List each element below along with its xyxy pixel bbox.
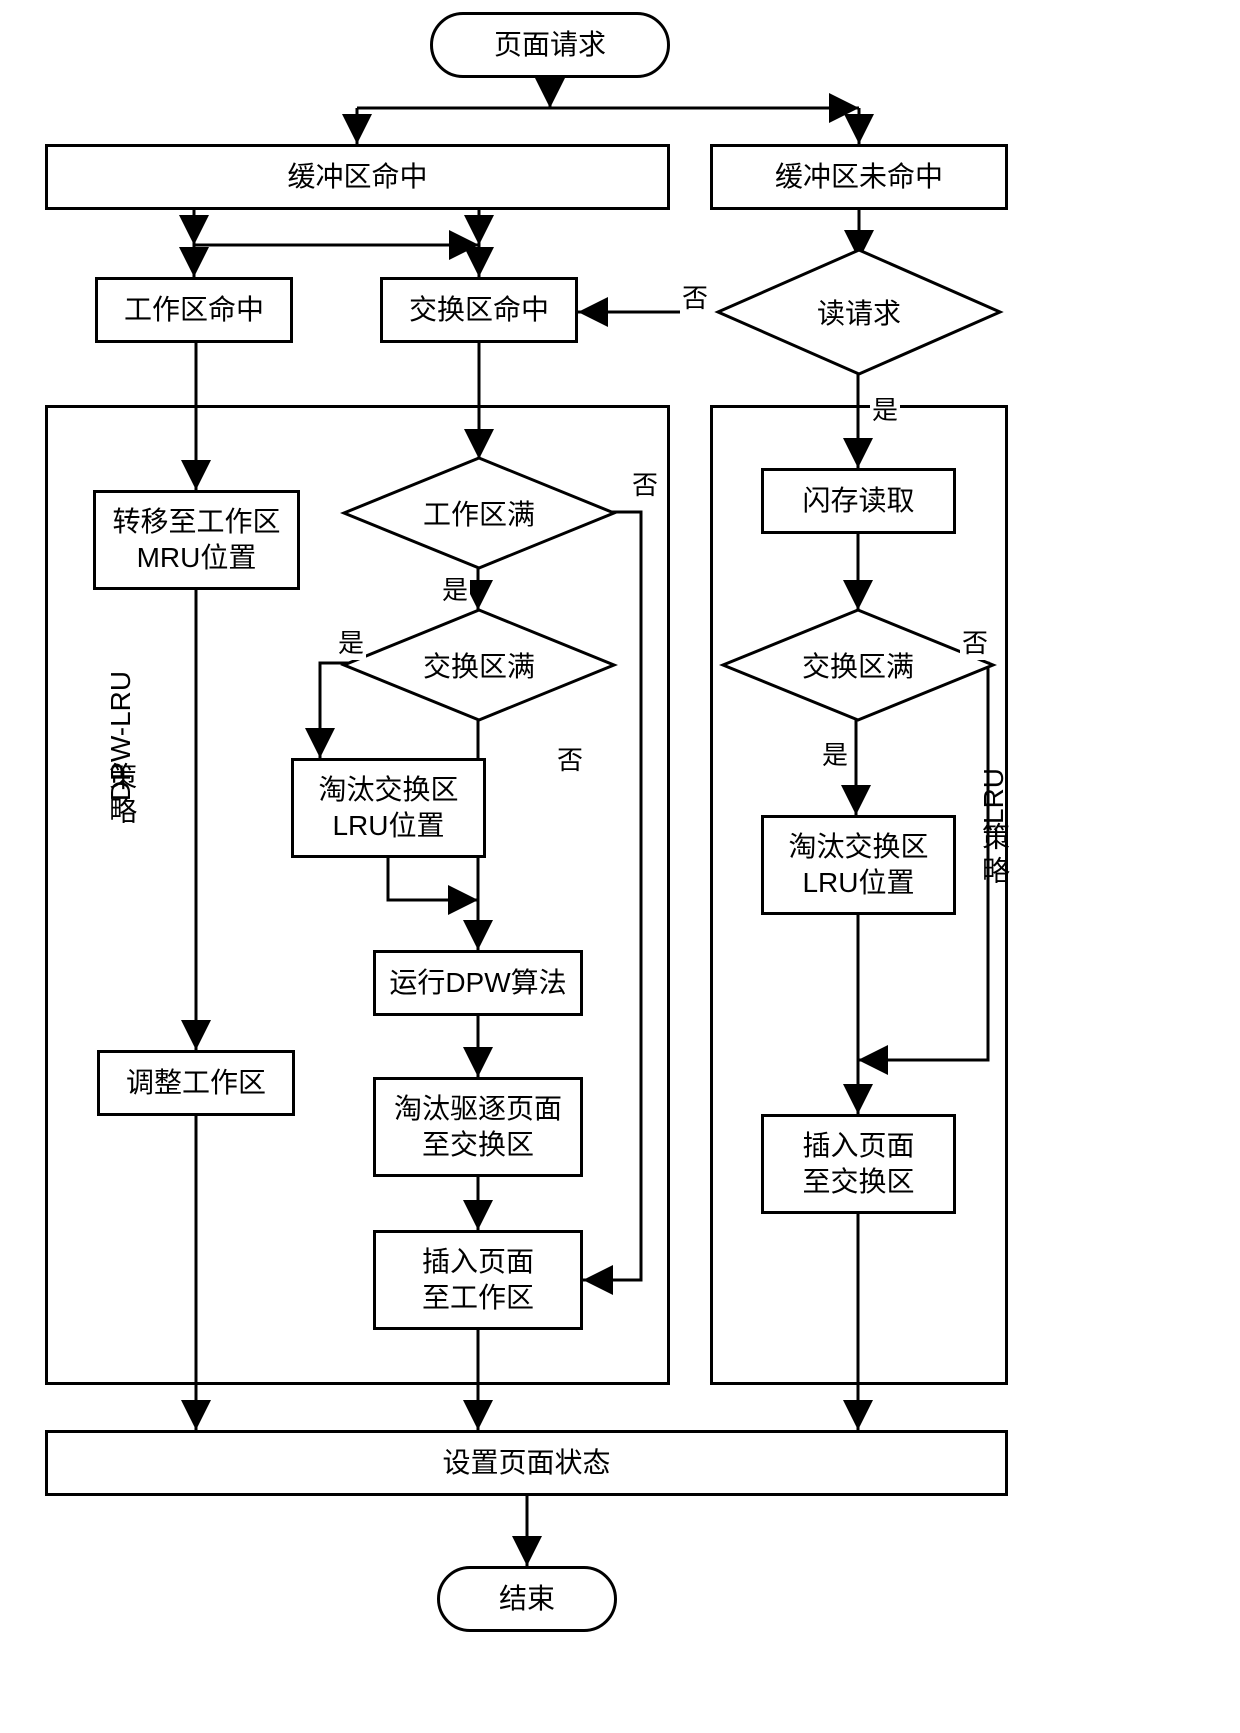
node-insert-swap: 插入页面 至交换区 [761, 1114, 956, 1214]
node-work-hit: 工作区命中 [95, 277, 293, 343]
node-read-request-text: 读请求 [710, 237, 1008, 387]
node-set-state: 设置页面状态 [45, 1430, 1008, 1496]
node-run-dpw: 运行DPW算法 [373, 950, 583, 1016]
label-read-yes: 是 [870, 390, 900, 427]
node-evict-swap-right: 淘汰交换区 LRU位置 [761, 815, 956, 915]
node-start: 页面请求 [430, 12, 670, 78]
node-work-full-text: 工作区满 [334, 448, 624, 578]
node-swap-hit: 交换区命中 [380, 277, 578, 343]
node-swap-full-left-text: 交换区满 [334, 600, 624, 730]
node-evict-swap-left: 淘汰交换区 LRU位置 [291, 758, 486, 858]
label-workfull-no: 否 [630, 465, 660, 502]
label-workfull-yes: 是 [440, 570, 470, 607]
label-swapfull-l-yes: 是 [336, 623, 366, 660]
region-dpw-lru-label: DPW-LRU策略 [56, 720, 186, 830]
label-swapfull-l-no: 否 [555, 740, 585, 777]
node-adjust-work: 调整工作区 [97, 1050, 295, 1116]
label-swapfull-r-no: 否 [960, 623, 990, 660]
node-insert-work: 插入页面 至工作区 [373, 1230, 583, 1330]
node-move-mru: 转移至工作区 MRU位置 [93, 490, 300, 590]
node-flash-read: 闪存读取 [761, 468, 956, 534]
label-read-no: 否 [680, 278, 710, 315]
node-buffer-miss: 缓冲区未命中 [710, 144, 1008, 210]
label-swapfull-r-yes: 是 [820, 735, 850, 772]
node-evict-to-swap: 淘汰驱逐页面 至交换区 [373, 1077, 583, 1177]
node-buffer-hit: 缓冲区命中 [45, 144, 670, 210]
node-end: 结束 [437, 1566, 617, 1632]
node-swap-full-right-text: 交换区满 [713, 600, 1003, 730]
region-lru-label: LRU策略 [966, 780, 1022, 890]
